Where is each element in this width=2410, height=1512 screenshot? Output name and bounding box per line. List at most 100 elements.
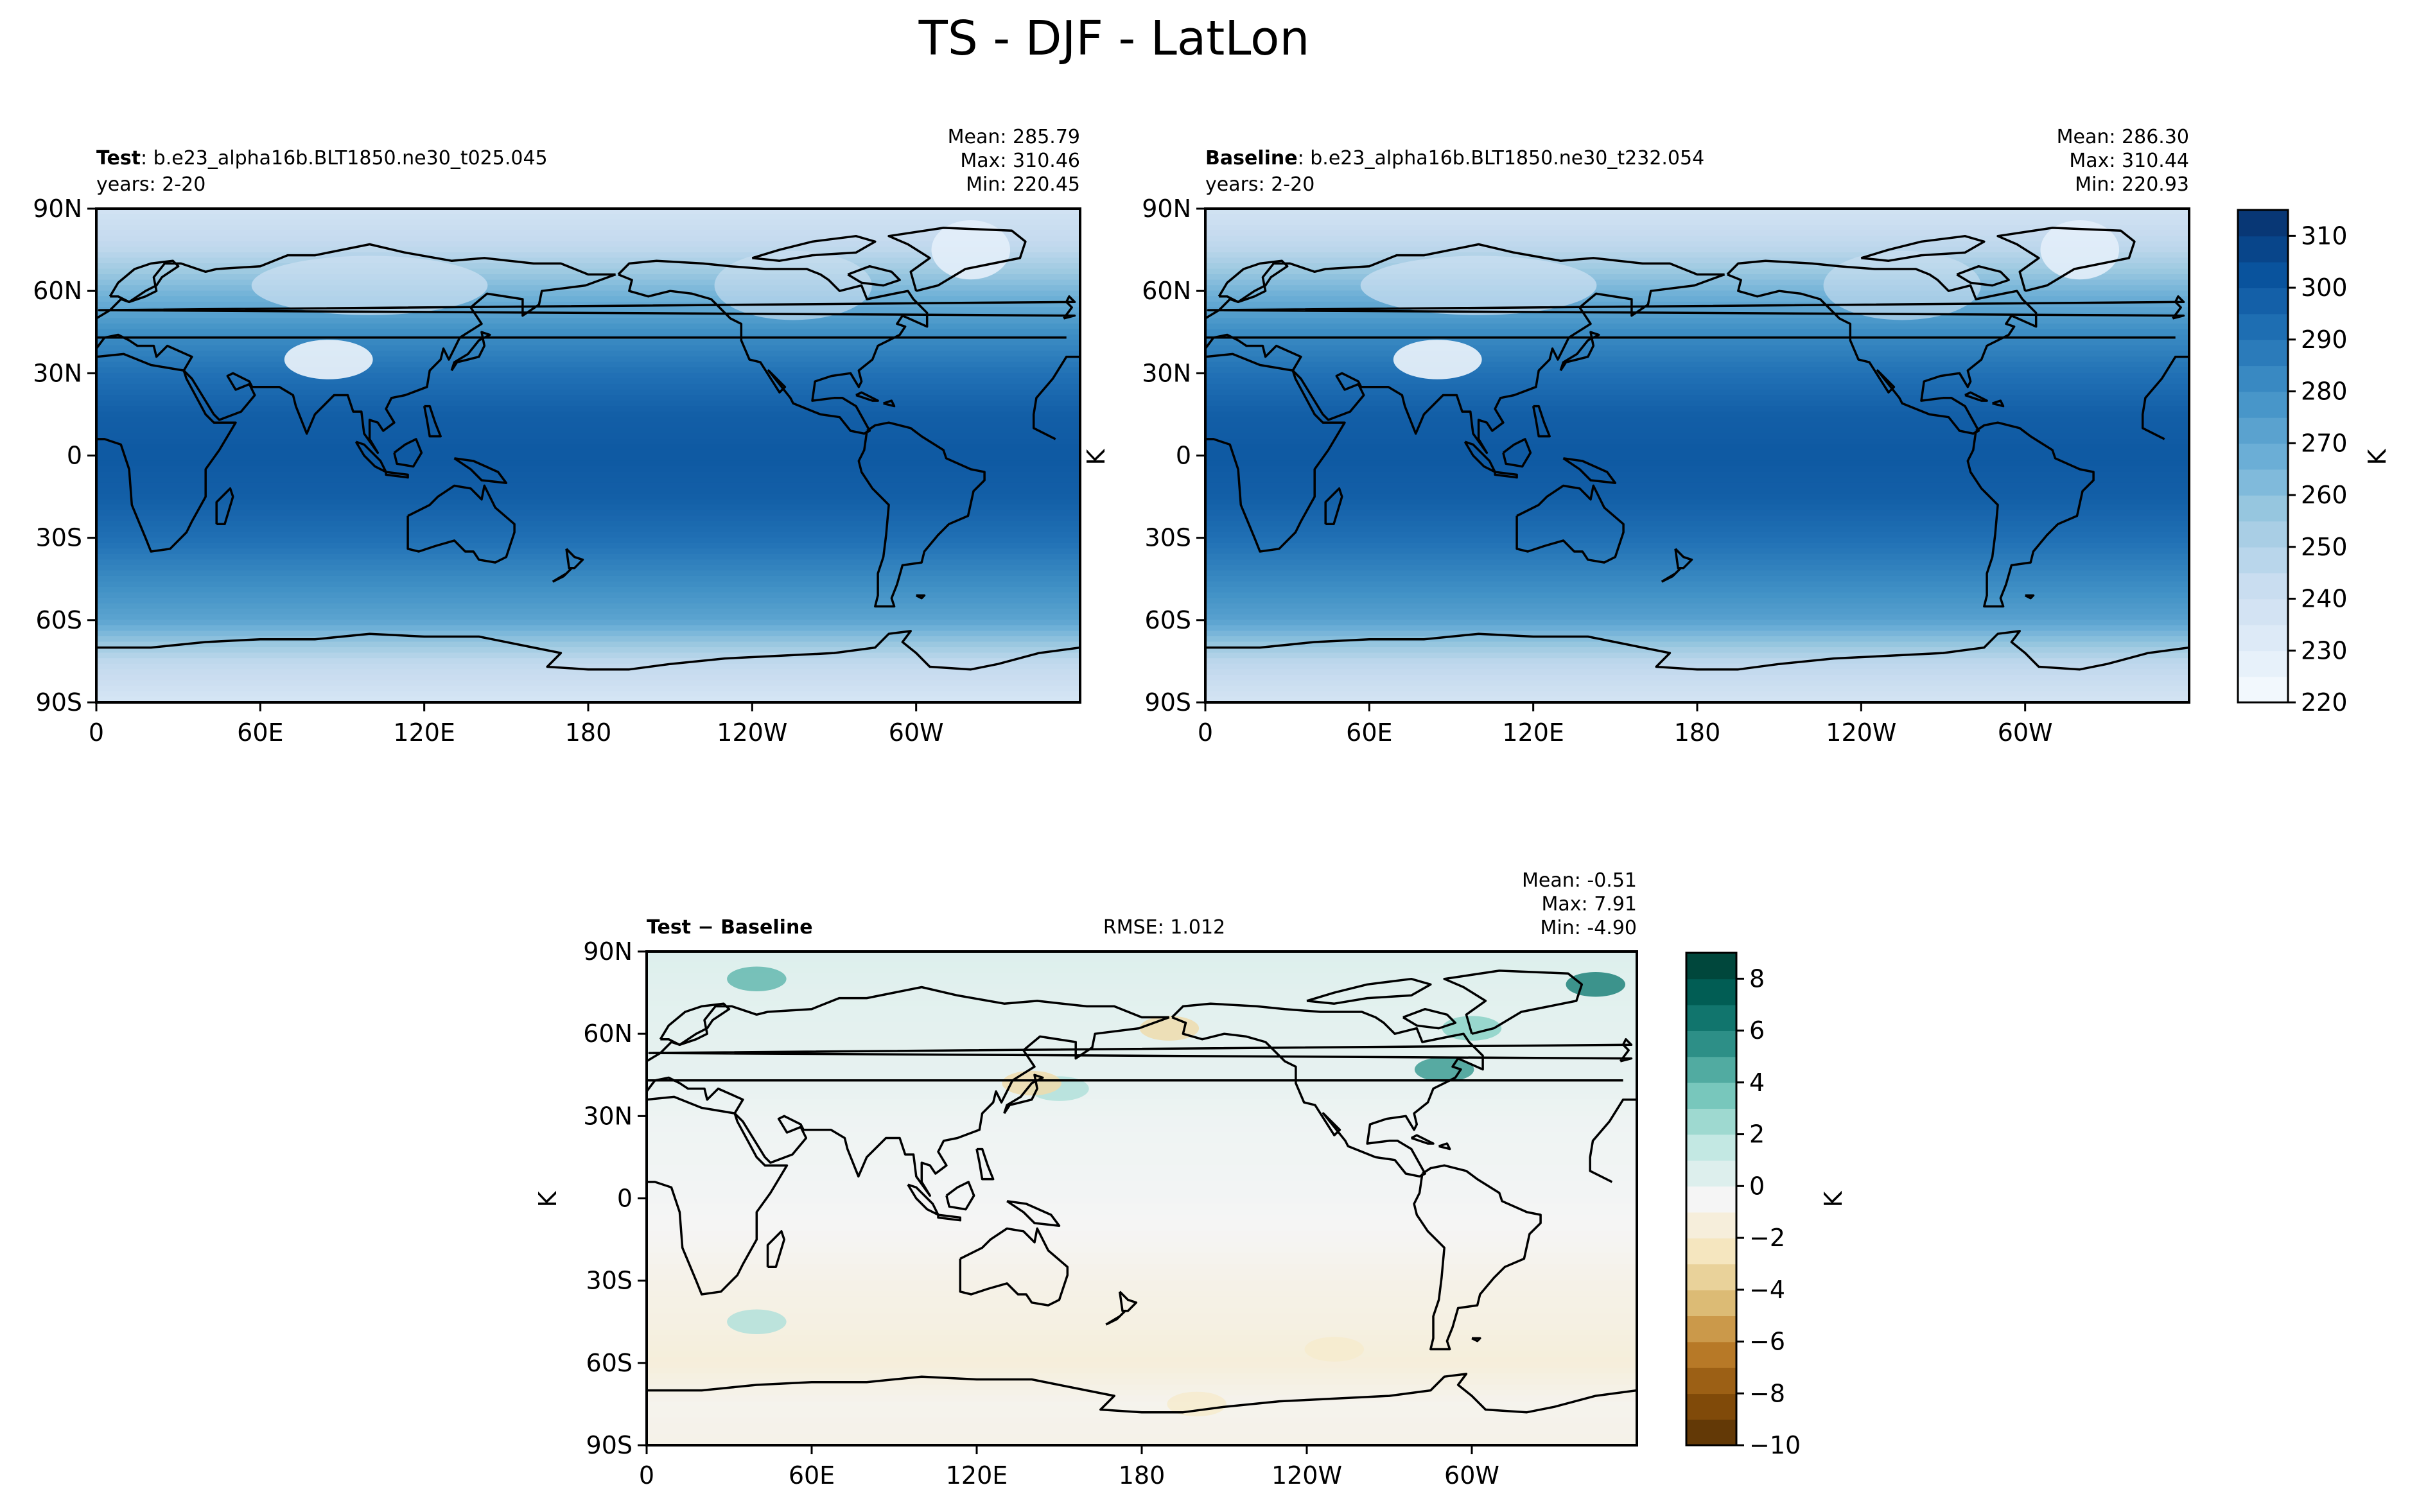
field-band [647,989,1637,996]
field-band [96,680,1080,686]
field-band [1205,460,2189,467]
colorbar-tick-label: −10 [1749,1431,1801,1459]
field-band [1205,241,2189,248]
field-band [96,625,1080,632]
diff-y-ticks: 90N 60N 30N 0 30S 60S 90S [583,937,647,1459]
field-band [1205,219,2189,226]
field-band [96,422,1080,429]
diff-stat-mean: Mean: -0.51 [1522,869,1637,892]
field-band [96,433,1080,440]
diff-panel: Test − Baseline RMSE: 1.012 Mean: -0.51 … [534,869,1847,1490]
field-band [1205,383,2189,390]
field-band [1205,669,2189,675]
coastline [565,548,584,569]
field-band [96,351,1080,358]
baseline-y-unit: K [1082,448,1110,465]
figure-title: TS - DJF - LatLon [918,11,1310,66]
colorbar-tick-label: −2 [1749,1224,1785,1252]
field-band [96,263,1080,270]
field-band [96,439,1080,445]
field-band [96,685,1080,692]
colorbar-tick-label: 270 [2301,429,2348,457]
field-band [1205,301,2189,308]
colorbar-level [1686,1264,1736,1290]
anomaly-patch [727,966,787,991]
coastline [1032,355,1080,440]
field-band [647,1165,1637,1172]
field-band [647,1242,1637,1248]
colorbar-level [1686,978,1736,1005]
field-band [1205,543,2189,550]
field-band [96,296,1080,302]
y-tick-label: 60N [1142,277,1191,305]
field-band [647,1401,1637,1407]
field-band [1205,378,2189,385]
field-band [96,564,1080,571]
field-band [647,1138,1637,1144]
field-band [96,570,1080,577]
field-band [647,1005,1637,1012]
field-band [1205,504,2189,511]
field-band [96,504,1080,511]
blues-colorbar: 220 230 240 250 260 270 280 290 300 310 [2237,209,2348,717]
colorbar-level [1686,1238,1736,1265]
field-band [1205,318,2189,324]
field-band [96,471,1080,478]
field-band [647,957,1637,963]
field-band [96,274,1080,281]
colorbar-level [2238,288,2288,315]
coastline [883,399,896,408]
field-band [1205,433,2189,440]
x-tick-label: 120E [1502,718,1564,747]
coastline [453,457,508,484]
field-band [96,395,1080,401]
coastline [975,1147,995,1181]
field-band [96,340,1080,347]
baseline-stat-mean: Mean: 286.30 [2057,126,2189,148]
field-band [647,1225,1637,1232]
coastline [552,566,573,583]
colorbar-level [2238,624,2288,652]
coastline [1003,1073,1044,1115]
field-band [647,1247,1637,1254]
field-band [1205,274,2189,281]
field-band [96,510,1080,516]
field-band [1205,236,2189,242]
field-band [96,389,1080,396]
coastline [1443,969,1584,1035]
coastline [648,1038,1633,1063]
field-band [1205,532,2189,539]
field-band [647,1011,1637,1018]
field-band [1205,400,2189,407]
field-band [96,400,1080,407]
field-band [647,1203,1637,1210]
coastline [1860,234,1986,262]
field-band [96,488,1080,494]
colorbar-level [1686,1341,1736,1368]
diff-field [647,952,1637,1445]
field-band [1205,575,2189,582]
field-band [647,1160,1637,1166]
anomaly-patch [1414,1057,1474,1082]
field-band [96,230,1080,237]
colorbar-tick-label: 8 [1749,964,1765,993]
y-tick-label: 30N [1142,359,1191,387]
coastline [1966,421,2095,608]
field-band [647,1176,1637,1183]
field-band [96,647,1080,654]
field-band [96,592,1080,599]
x-tick-label: 120E [393,718,455,747]
x-tick-label: 120W [717,718,787,747]
field-band [96,581,1080,588]
field-band [96,636,1080,643]
canada-cold-patch [714,250,872,320]
colorbar-level [2238,443,2288,470]
coastline [647,1373,1637,1414]
coastline [1413,1164,1542,1351]
field-band [1205,630,2189,637]
colorbar-tick-label: 4 [1749,1068,1765,1097]
field-band [96,482,1080,489]
x-tick-label: 60W [1998,718,2053,747]
field-band [1205,526,2189,533]
coastline [1726,259,2038,435]
